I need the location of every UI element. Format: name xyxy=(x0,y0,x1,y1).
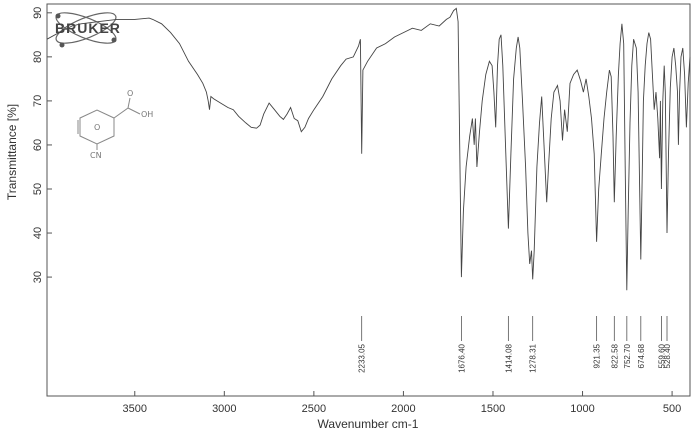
peak-label: 822.58 xyxy=(610,343,619,368)
y-tick-label: 50 xyxy=(32,183,44,195)
x-tick-label: 1500 xyxy=(481,403,505,415)
peak-label: 2233.05 xyxy=(358,343,367,372)
y-tick-label: 40 xyxy=(32,227,44,239)
y-tick-label: 90 xyxy=(32,7,44,19)
y-tick-label: 80 xyxy=(32,51,44,63)
carbonyl-label: O xyxy=(127,89,133,98)
logo-dot-2 xyxy=(111,37,117,43)
peak-label: 752.70 xyxy=(623,343,632,368)
spectrum-series xyxy=(46,7,691,291)
hydroxyl-bond xyxy=(127,107,141,115)
peak-label: 1414.08 xyxy=(504,343,513,372)
peak-label: 1278.31 xyxy=(529,343,538,372)
logo-text: BRUKER xyxy=(55,20,121,36)
x-tick-label: 3500 xyxy=(123,403,147,415)
ring-label: O xyxy=(94,123,100,132)
hydroxyl-label: OH xyxy=(141,110,153,119)
x-axis-title: Wavenumber cm-1 xyxy=(318,417,419,431)
x-tick-label: 1000 xyxy=(570,403,594,415)
x-tick-label: 3000 xyxy=(212,403,236,415)
x-tick-label: 2000 xyxy=(391,403,415,415)
bruker-logo: BRUKER xyxy=(55,12,121,48)
benzene-ring xyxy=(79,109,115,145)
peak-label: 921.35 xyxy=(593,343,602,368)
molecule-sketch xyxy=(77,97,141,150)
x-axis-ticks: 3500 3000 2500 2000 1500 1000 500 xyxy=(123,391,681,415)
y-tick-label: 30 xyxy=(32,271,44,283)
peak-label: 528.40 xyxy=(663,343,672,368)
x-tick-label: 500 xyxy=(663,403,681,415)
logo-dot-3 xyxy=(59,42,65,48)
peak-label: 1676.40 xyxy=(457,343,466,372)
peak-label: 674.68 xyxy=(637,343,646,368)
plot-frame xyxy=(46,3,691,397)
peak-label: 559.60 xyxy=(657,343,666,368)
x-tick-label: 2500 xyxy=(302,403,326,415)
ring-to-carbon xyxy=(113,107,129,119)
logo-dot-1 xyxy=(55,13,61,19)
cn-label: CN xyxy=(90,151,102,160)
carbonyl-bond xyxy=(127,97,131,109)
peak-markers: 2233.05 1676.40 1414.08 1278.31 921.35 822.58… xyxy=(358,316,672,373)
series-line xyxy=(46,7,691,291)
y-axis-ticks: 30 40 50 60 70 80 90 xyxy=(32,7,52,283)
y-axis-title: Transmittance [%] xyxy=(5,104,19,200)
y-tick-label: 60 xyxy=(32,139,44,151)
logo-orbit-2 xyxy=(55,12,117,44)
y-tick-label: 70 xyxy=(32,95,44,107)
